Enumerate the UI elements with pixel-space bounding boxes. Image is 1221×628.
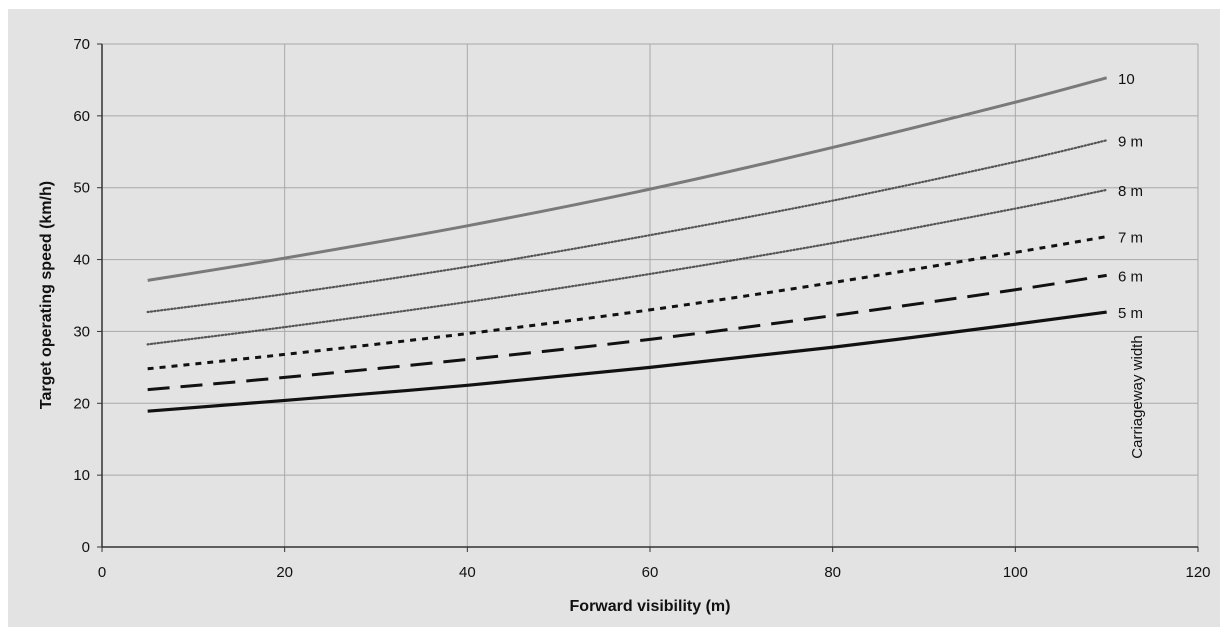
series-line-1 <box>147 76 1108 282</box>
axes <box>97 43 1199 552</box>
x-tick-label: 80 <box>824 564 841 581</box>
series-line-4 <box>147 235 1107 371</box>
x-tick-label: 120 <box>1185 564 1210 581</box>
y-tick-label: 50 <box>73 180 90 197</box>
y-tick-labels: 0 10 20 30 40 50 60 70 <box>73 36 90 556</box>
x-tick-label: 20 <box>276 564 293 581</box>
y-tick-label: 60 <box>73 108 90 125</box>
x-tick-labels: 0 20 40 60 80 100 120 <box>98 564 1211 581</box>
series-label: 7 m <box>1118 230 1143 247</box>
series-label: 6 m <box>1118 268 1143 285</box>
series-line-6 <box>147 310 1107 413</box>
y-tick-label: 70 <box>73 36 90 53</box>
series-label: 8 m <box>1118 183 1143 200</box>
y-tick-label: 0 <box>82 539 90 556</box>
y-axis-title: Target operating speed (km/h) <box>38 181 55 409</box>
series-line-5 <box>147 273 1107 392</box>
series-line-3 <box>146 188 1108 346</box>
chart-background <box>8 9 1220 627</box>
series-line-2 <box>146 139 1108 314</box>
series-label: 5 m <box>1118 305 1143 322</box>
series-label: 10 <box>1118 71 1135 88</box>
legend-title: Carriageway width <box>1129 335 1146 458</box>
series-labels: 10 9 m 8 m 7 m 6 m 5 m <box>1118 71 1143 322</box>
x-tick-label: 40 <box>459 564 476 581</box>
y-tick-label: 30 <box>73 323 90 340</box>
y-tick-label: 10 <box>73 467 90 484</box>
series-label: 9 m <box>1118 133 1143 150</box>
x-tick-label: 60 <box>642 564 659 581</box>
y-tick-label: 40 <box>73 252 90 269</box>
y-tick-label: 20 <box>73 395 90 412</box>
x-axis-title: Forward visibility (m) <box>570 598 731 615</box>
x-tick-label: 0 <box>98 564 106 581</box>
series-lines <box>146 76 1108 413</box>
x-tick-label: 100 <box>1003 564 1028 581</box>
